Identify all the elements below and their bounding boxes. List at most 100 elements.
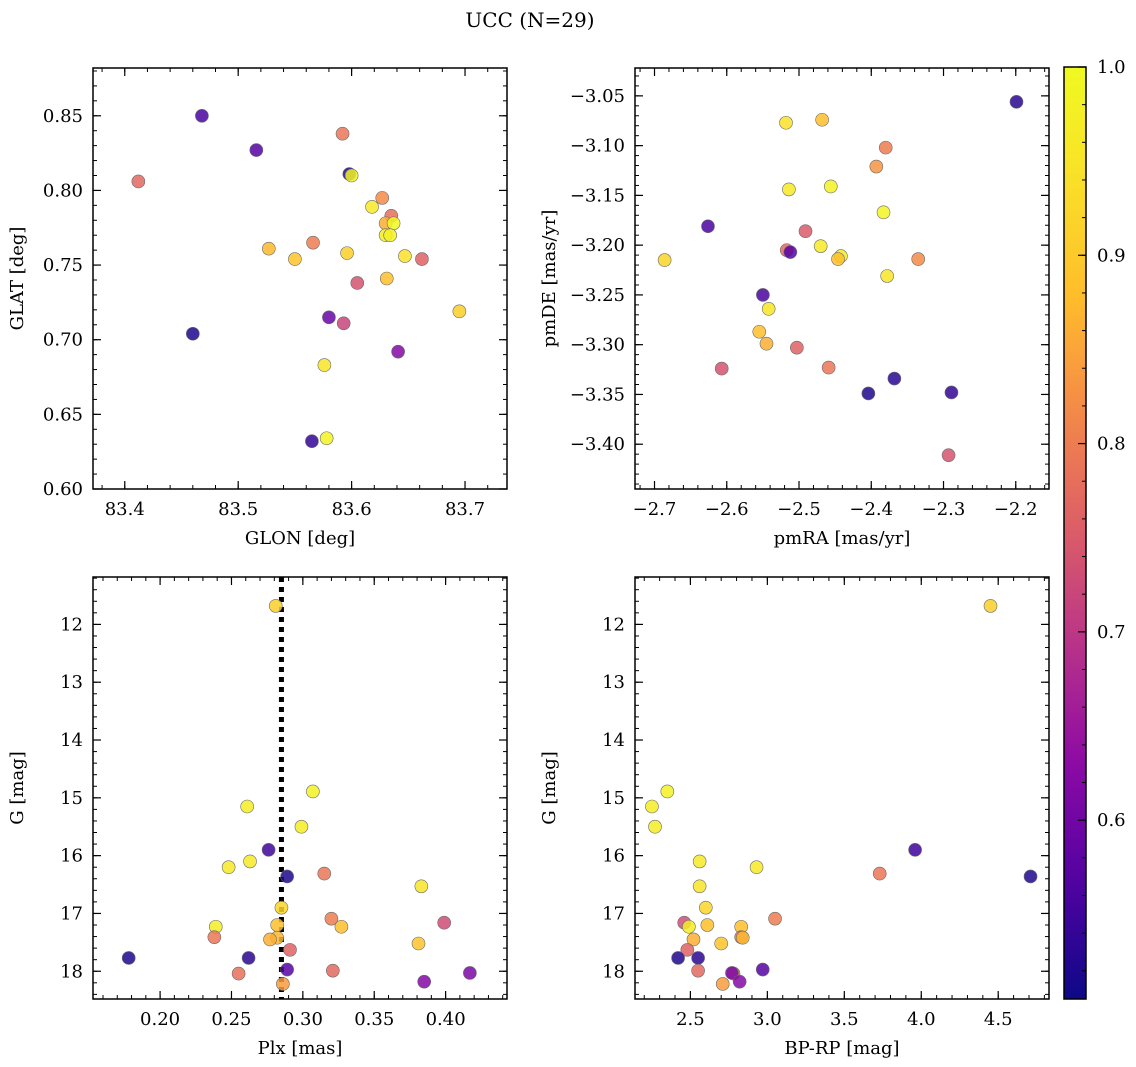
x-tick-label: 2.5 — [676, 1009, 705, 1030]
y-tick-label: 15 — [60, 788, 83, 809]
data-point — [317, 358, 332, 372]
data-point — [691, 963, 705, 978]
data-point — [365, 200, 379, 214]
x-tick-label: −2.6 — [705, 499, 749, 520]
data-point — [782, 182, 796, 197]
axes-frame — [92, 67, 508, 490]
colorbar-tick-label: 1.0 — [1097, 57, 1126, 78]
x-tick-label: 83.5 — [218, 499, 258, 520]
data-point — [1009, 95, 1024, 109]
data-point — [305, 434, 319, 449]
data-point — [375, 191, 390, 205]
data-point — [379, 271, 394, 286]
data-point — [383, 228, 397, 243]
data-point — [276, 977, 290, 991]
panels: 83.4 83.5 83.6 83.7 0.60 0.65 0.70 0.75 0.80 0.85… — [7, 67, 1050, 1059]
data-point — [755, 962, 770, 977]
x-tick-label: 0.35 — [354, 1009, 394, 1030]
y-tick-label: 12 — [602, 614, 625, 635]
y-tick-label: −3.30 — [570, 335, 625, 356]
data-point — [452, 304, 467, 319]
data-point — [944, 385, 959, 400]
data-point — [417, 974, 432, 989]
data-point — [790, 340, 804, 355]
data-point — [326, 963, 340, 978]
colorbar-tick-label: 0.8 — [1097, 434, 1126, 455]
data-point — [779, 115, 793, 130]
y-tick-label: 13 — [60, 672, 83, 693]
data-point — [671, 951, 685, 965]
data-point — [692, 879, 707, 894]
x-tick-label: 4.5 — [984, 1009, 1013, 1030]
y-axis-label: G [mag] — [7, 751, 28, 824]
colorbar: 0.6 0.7 0.8 0.9 1.0 — [1063, 57, 1126, 1000]
x-tick-label: 0.25 — [211, 1009, 251, 1030]
data-point — [195, 108, 209, 123]
data-point — [880, 269, 894, 283]
data-point — [280, 869, 294, 884]
data-point — [756, 288, 770, 302]
data-point — [186, 326, 200, 341]
y-tick-label: 18 — [60, 961, 83, 982]
x-tick-label: 83.7 — [445, 499, 485, 520]
data-point — [725, 966, 739, 980]
data-point — [749, 860, 764, 874]
data-point — [715, 977, 730, 991]
y-tick-label: 0.60 — [43, 479, 83, 500]
data-point — [783, 245, 798, 259]
data-point — [761, 302, 776, 316]
axes-frame — [634, 67, 1050, 490]
data-point — [270, 918, 284, 932]
data-point — [268, 599, 283, 613]
y-tick-label: 14 — [602, 730, 625, 751]
data-point — [280, 962, 294, 977]
y-tick-label: 13 — [602, 672, 625, 693]
data-point — [872, 866, 887, 881]
data-point — [682, 919, 696, 934]
data-point — [701, 219, 715, 234]
data-point — [735, 930, 750, 945]
data-point — [386, 216, 401, 231]
y-tick-label: −3.05 — [570, 86, 625, 107]
data-point — [680, 943, 695, 957]
data-point — [878, 140, 893, 155]
x-tick-label: 0.40 — [426, 1009, 466, 1030]
data-point — [714, 361, 729, 376]
x-tick-label: 83.6 — [332, 499, 372, 520]
data-point — [121, 951, 136, 965]
data-point — [759, 336, 774, 351]
data-point — [274, 900, 289, 915]
data-point — [306, 784, 320, 799]
data-point — [231, 966, 246, 981]
data-point — [340, 246, 354, 260]
colorbar-tick-label: 0.7 — [1097, 622, 1126, 643]
data-point — [831, 252, 845, 266]
data-point — [263, 932, 277, 947]
panel-glon-glat: 83.4 83.5 83.6 83.7 0.60 0.65 0.70 0.75 0.80 0.85… — [7, 67, 508, 549]
y-tick-label: 0.75 — [43, 255, 83, 276]
data-point — [645, 799, 659, 814]
data-point — [752, 324, 767, 339]
y-tick-label: −3.15 — [570, 185, 625, 206]
x-tick-label: −2.4 — [849, 499, 893, 520]
data-point — [798, 224, 813, 239]
data-point — [437, 915, 451, 930]
data-point — [240, 799, 254, 814]
data-point — [324, 911, 339, 926]
y-tick-label: −3.10 — [570, 136, 625, 157]
data-point — [908, 843, 922, 857]
y-tick-label: 0.65 — [43, 404, 83, 425]
y-tick-label: 17 — [602, 903, 625, 924]
data-point — [861, 386, 876, 401]
data-point — [131, 174, 146, 189]
data-point — [350, 276, 365, 290]
data-point — [344, 168, 359, 183]
x-tick-label: 3.0 — [753, 1009, 782, 1030]
data-point — [322, 310, 336, 325]
data-point — [414, 879, 429, 894]
y-tick-label: 12 — [60, 614, 83, 635]
x-tick-label: 83.4 — [105, 499, 145, 520]
data-point — [207, 930, 222, 944]
data-point — [241, 951, 256, 965]
